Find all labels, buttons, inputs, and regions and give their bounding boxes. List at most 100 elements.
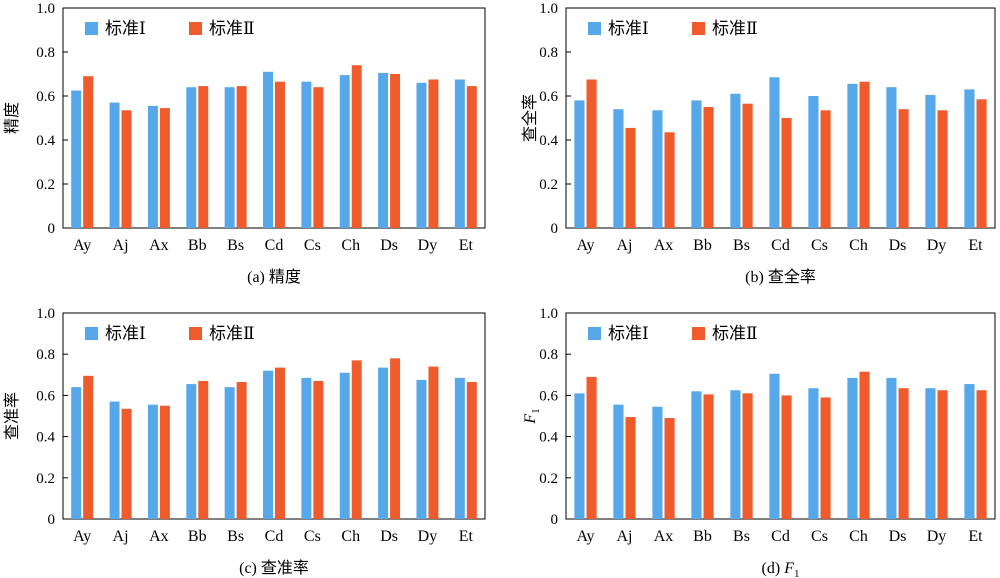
y-axis-label-sub: 1 (530, 408, 542, 414)
bar-series-2 (859, 371, 870, 519)
bar-series-1 (613, 404, 624, 519)
y-tick-label: 1.0 (539, 1, 558, 17)
y-tick-label: 0.4 (539, 430, 558, 446)
bar-series-1 (224, 87, 235, 228)
bar-series-2 (820, 397, 831, 519)
bar-series-1 (652, 406, 663, 519)
legend-label-series-2: 标准Ⅱ (209, 324, 255, 343)
bar-series-1 (416, 379, 427, 519)
bar-series-1 (613, 109, 624, 228)
y-tick-label: 0.6 (36, 89, 55, 105)
legend-swatch-series-2 (189, 327, 202, 340)
x-tick-label: Bb (188, 237, 207, 254)
bar-series-2 (742, 103, 753, 228)
legend-swatch-series-2 (189, 22, 202, 35)
bar-series-2 (198, 86, 209, 228)
bar-series-1 (730, 390, 741, 519)
y-tick-label: 0.8 (539, 347, 558, 363)
bar-series-1 (574, 393, 585, 519)
bar-series-2 (159, 405, 170, 519)
panel-caption: (c) 查准率 (239, 559, 309, 577)
plot-frame (62, 7, 486, 229)
legend-label-series-1: 标准Ⅰ (608, 324, 649, 343)
bar-series-2 (466, 382, 477, 519)
bar-series-2 (428, 79, 439, 228)
chart-panel-a: 0 0.2 0.4 0.6 0.8 1.0 Ay Aj Ax Bb Bs Cd Cs Ch Ds Dy Et 标准… (3, 1, 486, 286)
legend-swatch-series-1 (588, 327, 601, 340)
x-tick-label: Ay (576, 237, 594, 254)
bar-series-1 (224, 387, 235, 519)
bar-series-2 (83, 76, 94, 228)
x-tick-label: Aj (617, 237, 633, 254)
bar-series-2 (898, 388, 909, 519)
plot-frame (565, 312, 996, 520)
bar-series-2 (390, 358, 401, 519)
legend-swatch-series-2 (692, 22, 705, 35)
x-tick-label: Aj (617, 528, 633, 545)
bar-series-1 (378, 72, 389, 229)
legend-label-series-1: 标准Ⅰ (105, 19, 146, 38)
y-tick-label: 0.2 (539, 471, 558, 487)
bar-series-1 (454, 377, 465, 519)
y-tick-label: 1.0 (36, 1, 55, 17)
bar-series-2 (664, 132, 675, 228)
plot-frame (62, 312, 486, 520)
bar-series-2 (313, 87, 324, 228)
y-tick-label: 1.0 (36, 306, 55, 322)
x-tick-label: Cd (771, 237, 790, 254)
x-tick-label: Ay (73, 237, 91, 254)
y-axis-label: F1 (522, 408, 542, 424)
bar-series-1 (147, 404, 158, 519)
y-tick-label: 0.4 (36, 430, 55, 446)
x-tick-label: Cd (265, 528, 284, 545)
panel-caption-sub: 1 (794, 568, 800, 578)
bar-series-1 (574, 100, 585, 228)
bar-series-2 (275, 367, 285, 519)
bar-series-2 (781, 395, 792, 519)
y-tick-label: 0.2 (539, 177, 558, 193)
x-tick-label: Dy (927, 528, 947, 545)
bar-series-1 (808, 96, 819, 228)
legend-label-series-1: 标准Ⅰ (105, 324, 146, 343)
bar-series-1 (416, 82, 427, 228)
bar-series-1 (147, 105, 158, 228)
y-tick-label: 0.6 (539, 89, 558, 105)
bar-series-2 (351, 360, 362, 519)
panel-caption: (b) 查全率 (745, 268, 816, 286)
x-tick-label: Ch (341, 528, 360, 545)
legend-label-series-1: 标准Ⅰ (608, 19, 649, 38)
bar-series-2 (428, 366, 439, 519)
x-tick-label: Bs (227, 528, 244, 545)
y-tick-label: 0 (551, 512, 559, 528)
x-tick-label: Ds (380, 237, 398, 254)
bar-series-2 (976, 390, 987, 519)
x-tick-label: Ax (149, 528, 169, 545)
legend-swatch-series-1 (85, 327, 98, 340)
y-tick-label: 0.2 (36, 177, 55, 193)
x-tick-label: Ch (849, 528, 868, 545)
x-tick-label: Bs (733, 237, 750, 254)
bar-series-1 (301, 81, 312, 228)
y-axis-label: 查准率 (3, 392, 21, 440)
chart-panel-b: 0 0.2 0.4 0.6 0.8 1.0 Ay Aj Ax Bb Bs Cd Cs Ch Ds Dy Et 标准… (521, 1, 996, 286)
panel-caption: (a) 精度 (247, 268, 301, 286)
bar-series-2 (586, 79, 597, 228)
bar-series-2 (703, 107, 714, 228)
y-tick-label: 0 (48, 512, 56, 528)
y-axis-label: 查全率 (521, 94, 539, 142)
panel-caption-var: F (783, 560, 794, 577)
x-tick-label: Ch (849, 237, 868, 254)
bar-series-2 (664, 418, 675, 519)
bar-series-1 (71, 387, 82, 519)
bar-series-1 (109, 102, 120, 228)
y-tick-label: 0.8 (539, 45, 558, 61)
chart-panel-c: 0 0.2 0.4 0.6 0.8 1.0 Ay Aj Ax Bb Bs Cd Cs Ch Ds Dy Et 标准… (3, 306, 486, 577)
bar-series-2 (275, 81, 285, 228)
y-tick-label: 0.4 (539, 133, 558, 149)
x-tick-label: Et (459, 528, 474, 545)
bar-series-1 (652, 110, 663, 228)
bar-series-2 (236, 382, 247, 519)
y-tick-label: 0.2 (36, 471, 55, 487)
bar-series-1 (186, 87, 197, 228)
bar-series-1 (186, 384, 197, 519)
